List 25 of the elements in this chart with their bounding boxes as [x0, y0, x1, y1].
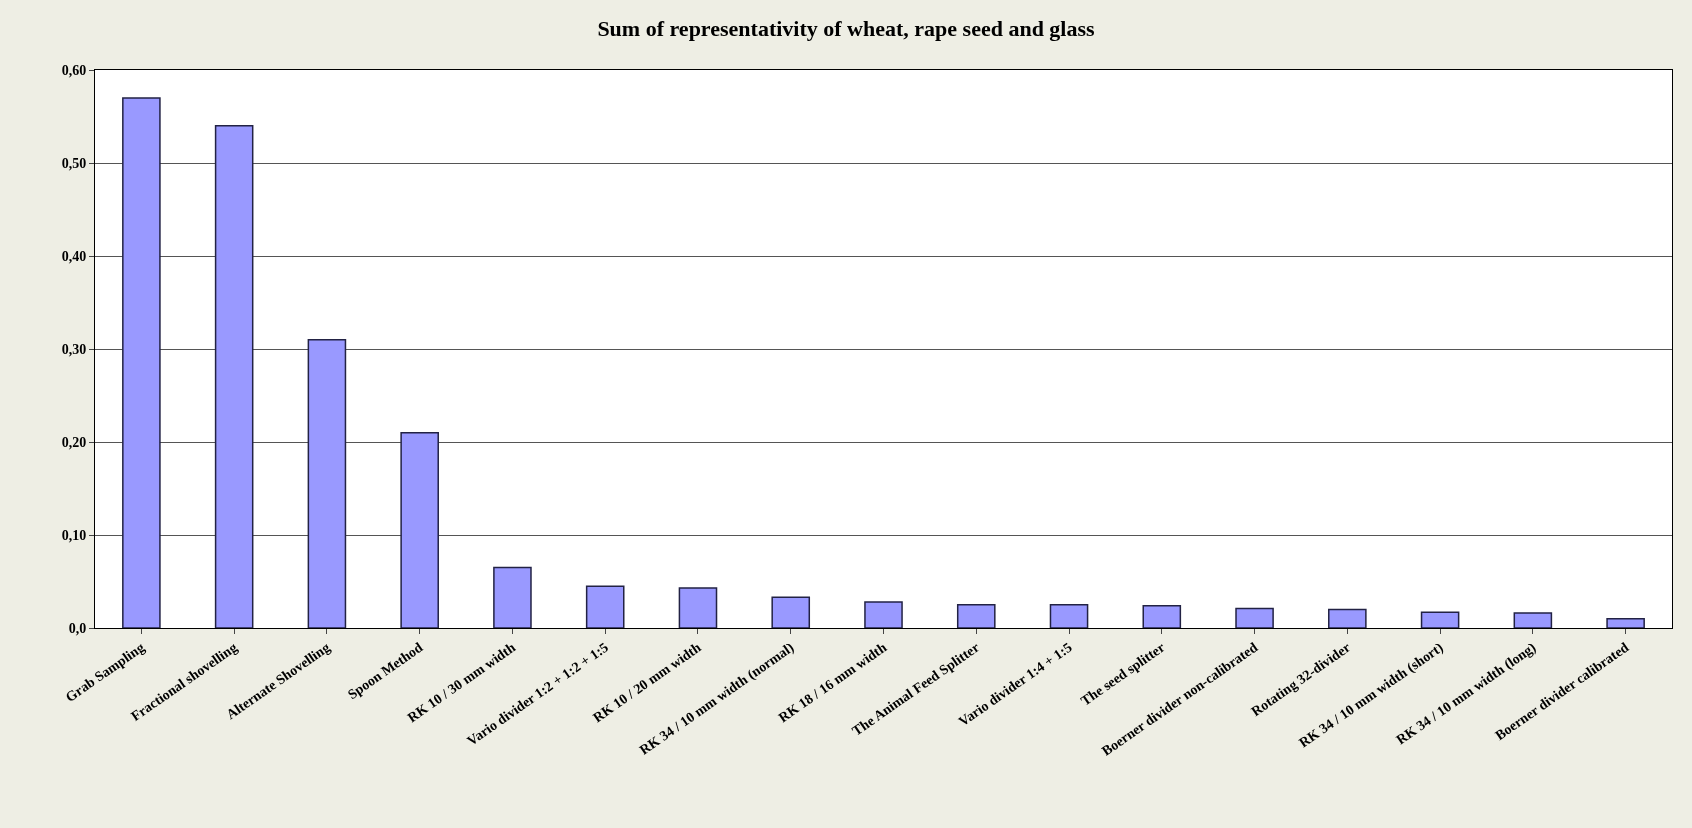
bar: [1328, 608, 1367, 628]
y-tick-label: 0,60: [61, 62, 87, 78]
y-tick-label: 0,40: [61, 248, 87, 264]
bar: [1513, 612, 1553, 628]
bar: [585, 585, 625, 628]
bar: [307, 338, 347, 628]
bar: [214, 125, 254, 628]
bar: [771, 596, 811, 628]
bar: [1235, 607, 1274, 628]
y-tick-label: 0,50: [61, 155, 87, 171]
bar: [1606, 617, 1645, 628]
bar: [678, 587, 718, 628]
bar: [1142, 604, 1182, 628]
y-tick-label: 0,10: [61, 527, 87, 543]
bar: [493, 566, 532, 628]
chart-title: Sum of representativity of wheat, rape seed and glass: [597, 16, 1096, 42]
bar: [864, 601, 903, 628]
y-tick-label: 0,0: [68, 620, 87, 636]
y-tick-label: 0,20: [61, 434, 87, 450]
bar: [122, 97, 161, 628]
bar: [1049, 604, 1089, 628]
bar: [956, 604, 996, 628]
y-tick-label: 0,30: [61, 341, 87, 357]
bar: [1420, 611, 1460, 628]
bar: [400, 431, 439, 628]
